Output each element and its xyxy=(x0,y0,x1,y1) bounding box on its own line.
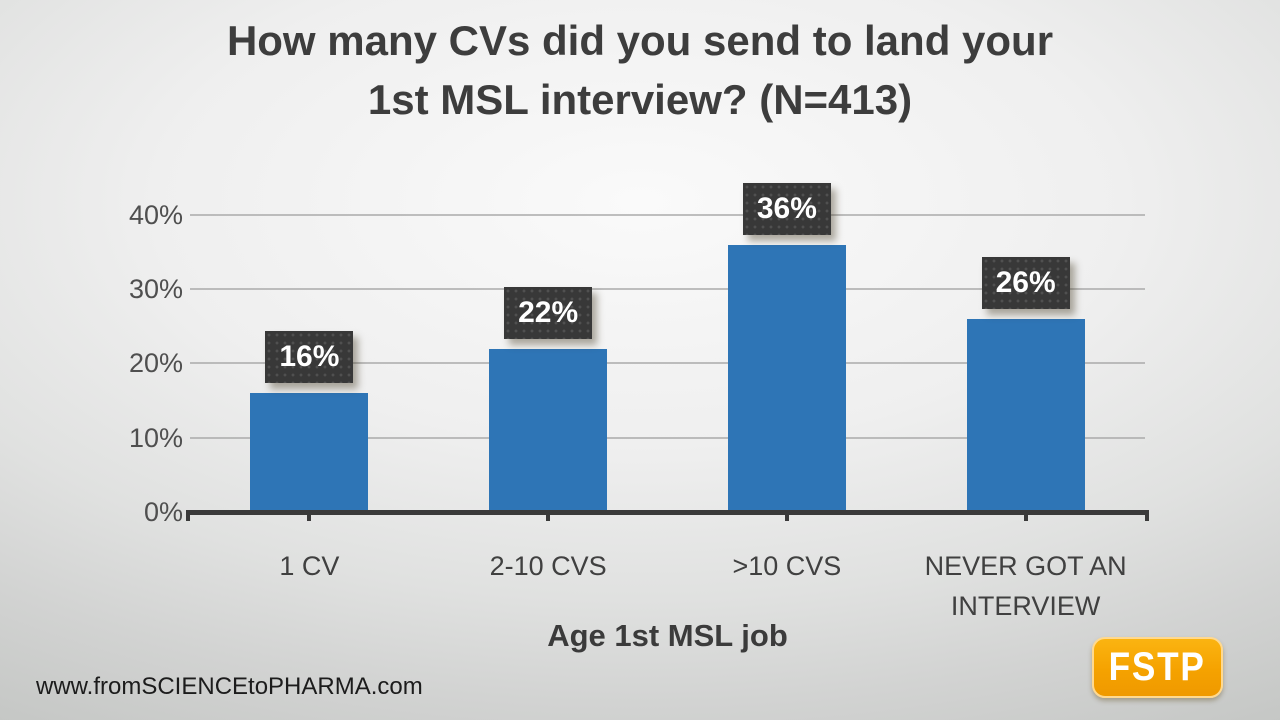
bar-2-10-cvs xyxy=(489,349,608,512)
data-label-26%: 26% xyxy=(981,257,1070,309)
chart-title-line-1: How many CVs did you send to land your xyxy=(226,17,1054,64)
fstp-logo-text: FSTP xyxy=(1108,645,1206,689)
x-axis-tick-mark xyxy=(307,512,312,521)
chart-title-line-2: 1st MSL interview? (N=413) xyxy=(367,75,913,123)
x-axis-line xyxy=(186,510,1149,515)
x-axis-tick-mark xyxy=(546,512,551,521)
x-axis-tick-mark xyxy=(1023,512,1028,521)
x-axis-category-label: 1 CV xyxy=(279,551,340,581)
gridline-40% xyxy=(190,213,1145,216)
chart-title: How many CVs did you send to land your 1… xyxy=(0,12,1280,130)
website-url: www.fromSCIENCEtoPHARMA.com xyxy=(36,673,423,700)
y-axis-tick-label: 30% xyxy=(128,274,183,305)
x-axis-end-tick-left xyxy=(186,510,190,521)
y-axis-tick-label: 40% xyxy=(128,199,183,230)
bar--10-cvs xyxy=(727,245,846,512)
bar-never-got-an-interview xyxy=(966,319,1085,512)
y-axis-tick-label: 0% xyxy=(143,497,183,527)
data-label-22%: 22% xyxy=(504,287,593,339)
y-axis-tick-label: 20% xyxy=(128,348,183,379)
data-label-16%: 16% xyxy=(265,331,354,383)
x-axis-category-label: NEVER GOT AN INTERVIEW xyxy=(924,551,1127,621)
x-axis-title: Age 1st MSL job xyxy=(547,618,788,653)
x-axis-category-label: >10 CVS xyxy=(732,551,842,581)
gridline-20% xyxy=(190,362,1145,365)
x-axis-end-tick-right xyxy=(1145,510,1149,521)
fstp-logo: FSTP xyxy=(1092,637,1223,698)
x-axis-tick-mark xyxy=(784,512,789,521)
y-axis-tick-label: 10% xyxy=(128,422,183,453)
x-axis-category-label: 2-10 CVS xyxy=(489,551,607,581)
gridline-30% xyxy=(190,288,1145,291)
data-label-36%: 36% xyxy=(742,183,831,235)
gridline-10% xyxy=(190,436,1145,439)
bar-1-cv xyxy=(250,393,369,512)
